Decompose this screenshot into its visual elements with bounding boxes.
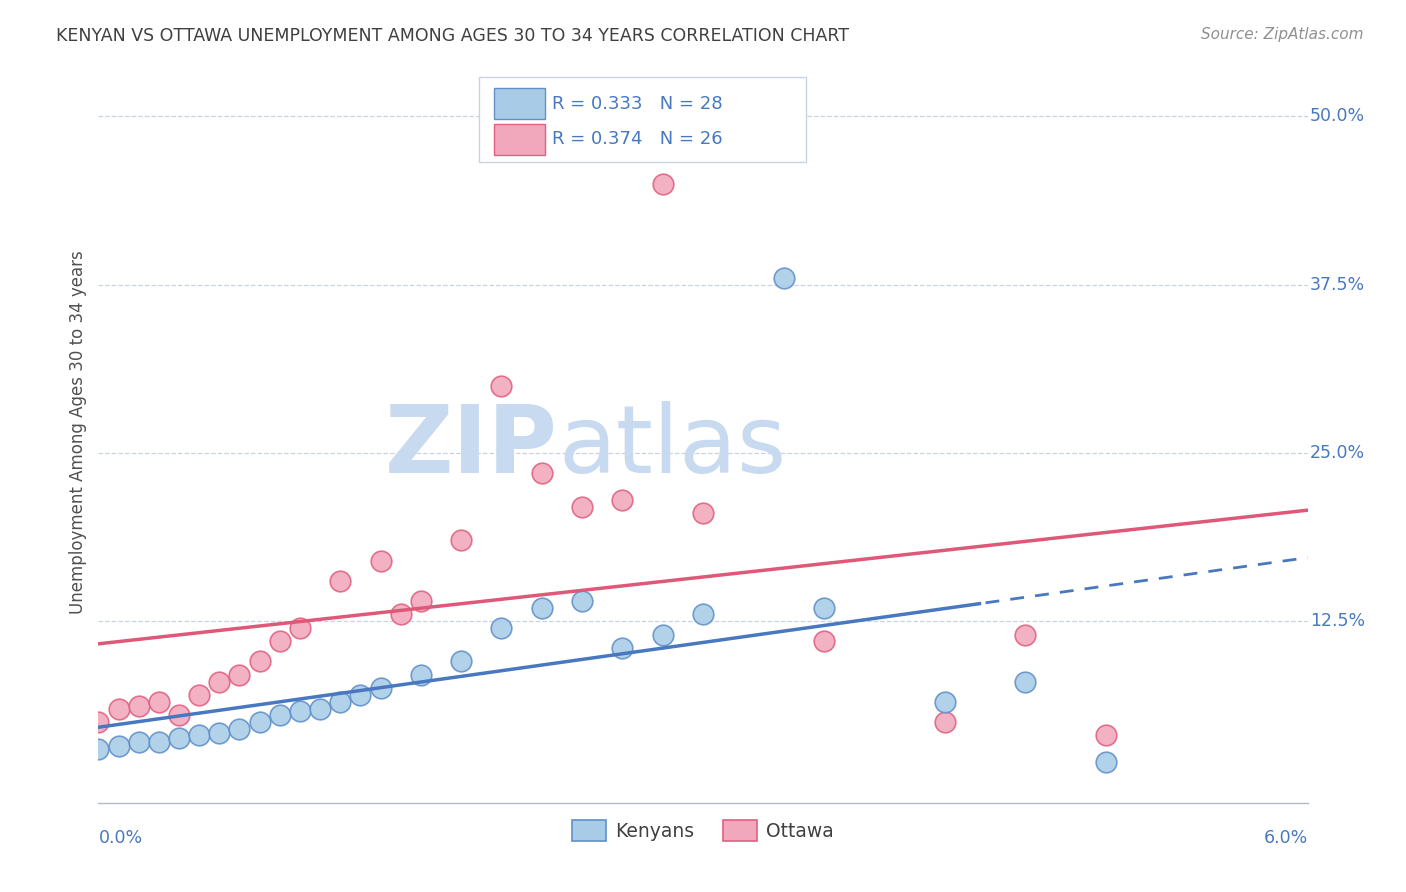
Point bbox=[450, 655, 472, 669]
Text: 37.5%: 37.5% bbox=[1310, 276, 1365, 293]
Text: R = 0.333   N = 28: R = 0.333 N = 28 bbox=[551, 95, 723, 113]
Point bbox=[309, 701, 332, 715]
Point bbox=[370, 681, 392, 696]
Text: Source: ZipAtlas.com: Source: ZipAtlas.com bbox=[1201, 27, 1364, 42]
Point bbox=[409, 668, 432, 682]
Point bbox=[249, 714, 271, 729]
Point bbox=[188, 729, 211, 743]
Text: KENYAN VS OTTAWA UNEMPLOYMENT AMONG AGES 30 TO 34 YEARS CORRELATION CHART: KENYAN VS OTTAWA UNEMPLOYMENT AMONG AGES… bbox=[56, 27, 849, 45]
Point bbox=[167, 708, 190, 723]
Point bbox=[813, 634, 835, 648]
Text: 25.0%: 25.0% bbox=[1310, 444, 1365, 462]
Text: 6.0%: 6.0% bbox=[1264, 829, 1308, 847]
Point bbox=[269, 634, 291, 648]
Point bbox=[107, 701, 129, 715]
Point bbox=[329, 695, 352, 709]
FancyBboxPatch shape bbox=[479, 78, 806, 162]
Point bbox=[530, 466, 553, 480]
Point bbox=[934, 695, 956, 709]
Point bbox=[1014, 627, 1036, 641]
Point bbox=[772, 270, 794, 285]
Point bbox=[288, 621, 311, 635]
Text: R = 0.374   N = 26: R = 0.374 N = 26 bbox=[551, 130, 723, 148]
Point bbox=[228, 722, 250, 736]
Point bbox=[148, 735, 170, 749]
Point bbox=[450, 533, 472, 548]
Point bbox=[87, 714, 110, 729]
Point bbox=[571, 594, 593, 608]
Point bbox=[167, 731, 190, 746]
Point bbox=[409, 594, 432, 608]
Point bbox=[491, 378, 513, 392]
Point bbox=[1095, 729, 1118, 743]
Point bbox=[269, 708, 291, 723]
Point bbox=[612, 492, 634, 507]
Text: ZIP: ZIP bbox=[385, 401, 558, 493]
Point bbox=[349, 688, 371, 702]
Point bbox=[934, 714, 956, 729]
Text: 0.0%: 0.0% bbox=[98, 829, 142, 847]
Point bbox=[651, 627, 673, 641]
Point bbox=[329, 574, 352, 588]
Legend: Kenyans, Ottawa: Kenyans, Ottawa bbox=[565, 813, 841, 849]
Point bbox=[389, 607, 412, 622]
Point bbox=[249, 655, 271, 669]
Point bbox=[208, 726, 231, 740]
Point bbox=[692, 607, 714, 622]
Point bbox=[128, 735, 150, 749]
Point bbox=[107, 739, 129, 754]
Point bbox=[208, 674, 231, 689]
Point bbox=[813, 600, 835, 615]
Point bbox=[370, 553, 392, 567]
Point bbox=[530, 600, 553, 615]
Point bbox=[288, 704, 311, 718]
Text: 50.0%: 50.0% bbox=[1310, 107, 1365, 125]
Point bbox=[188, 688, 211, 702]
Point bbox=[651, 177, 673, 191]
Point bbox=[148, 695, 170, 709]
Text: atlas: atlas bbox=[558, 401, 786, 493]
Point bbox=[491, 621, 513, 635]
FancyBboxPatch shape bbox=[494, 124, 544, 155]
Text: 12.5%: 12.5% bbox=[1310, 612, 1365, 630]
Point bbox=[87, 742, 110, 756]
Point bbox=[612, 640, 634, 655]
Point bbox=[228, 668, 250, 682]
Point bbox=[1014, 674, 1036, 689]
Y-axis label: Unemployment Among Ages 30 to 34 years: Unemployment Among Ages 30 to 34 years bbox=[69, 251, 87, 615]
Point bbox=[1095, 756, 1118, 770]
FancyBboxPatch shape bbox=[494, 88, 544, 120]
Point bbox=[692, 507, 714, 521]
Point bbox=[128, 698, 150, 713]
Point bbox=[571, 500, 593, 514]
